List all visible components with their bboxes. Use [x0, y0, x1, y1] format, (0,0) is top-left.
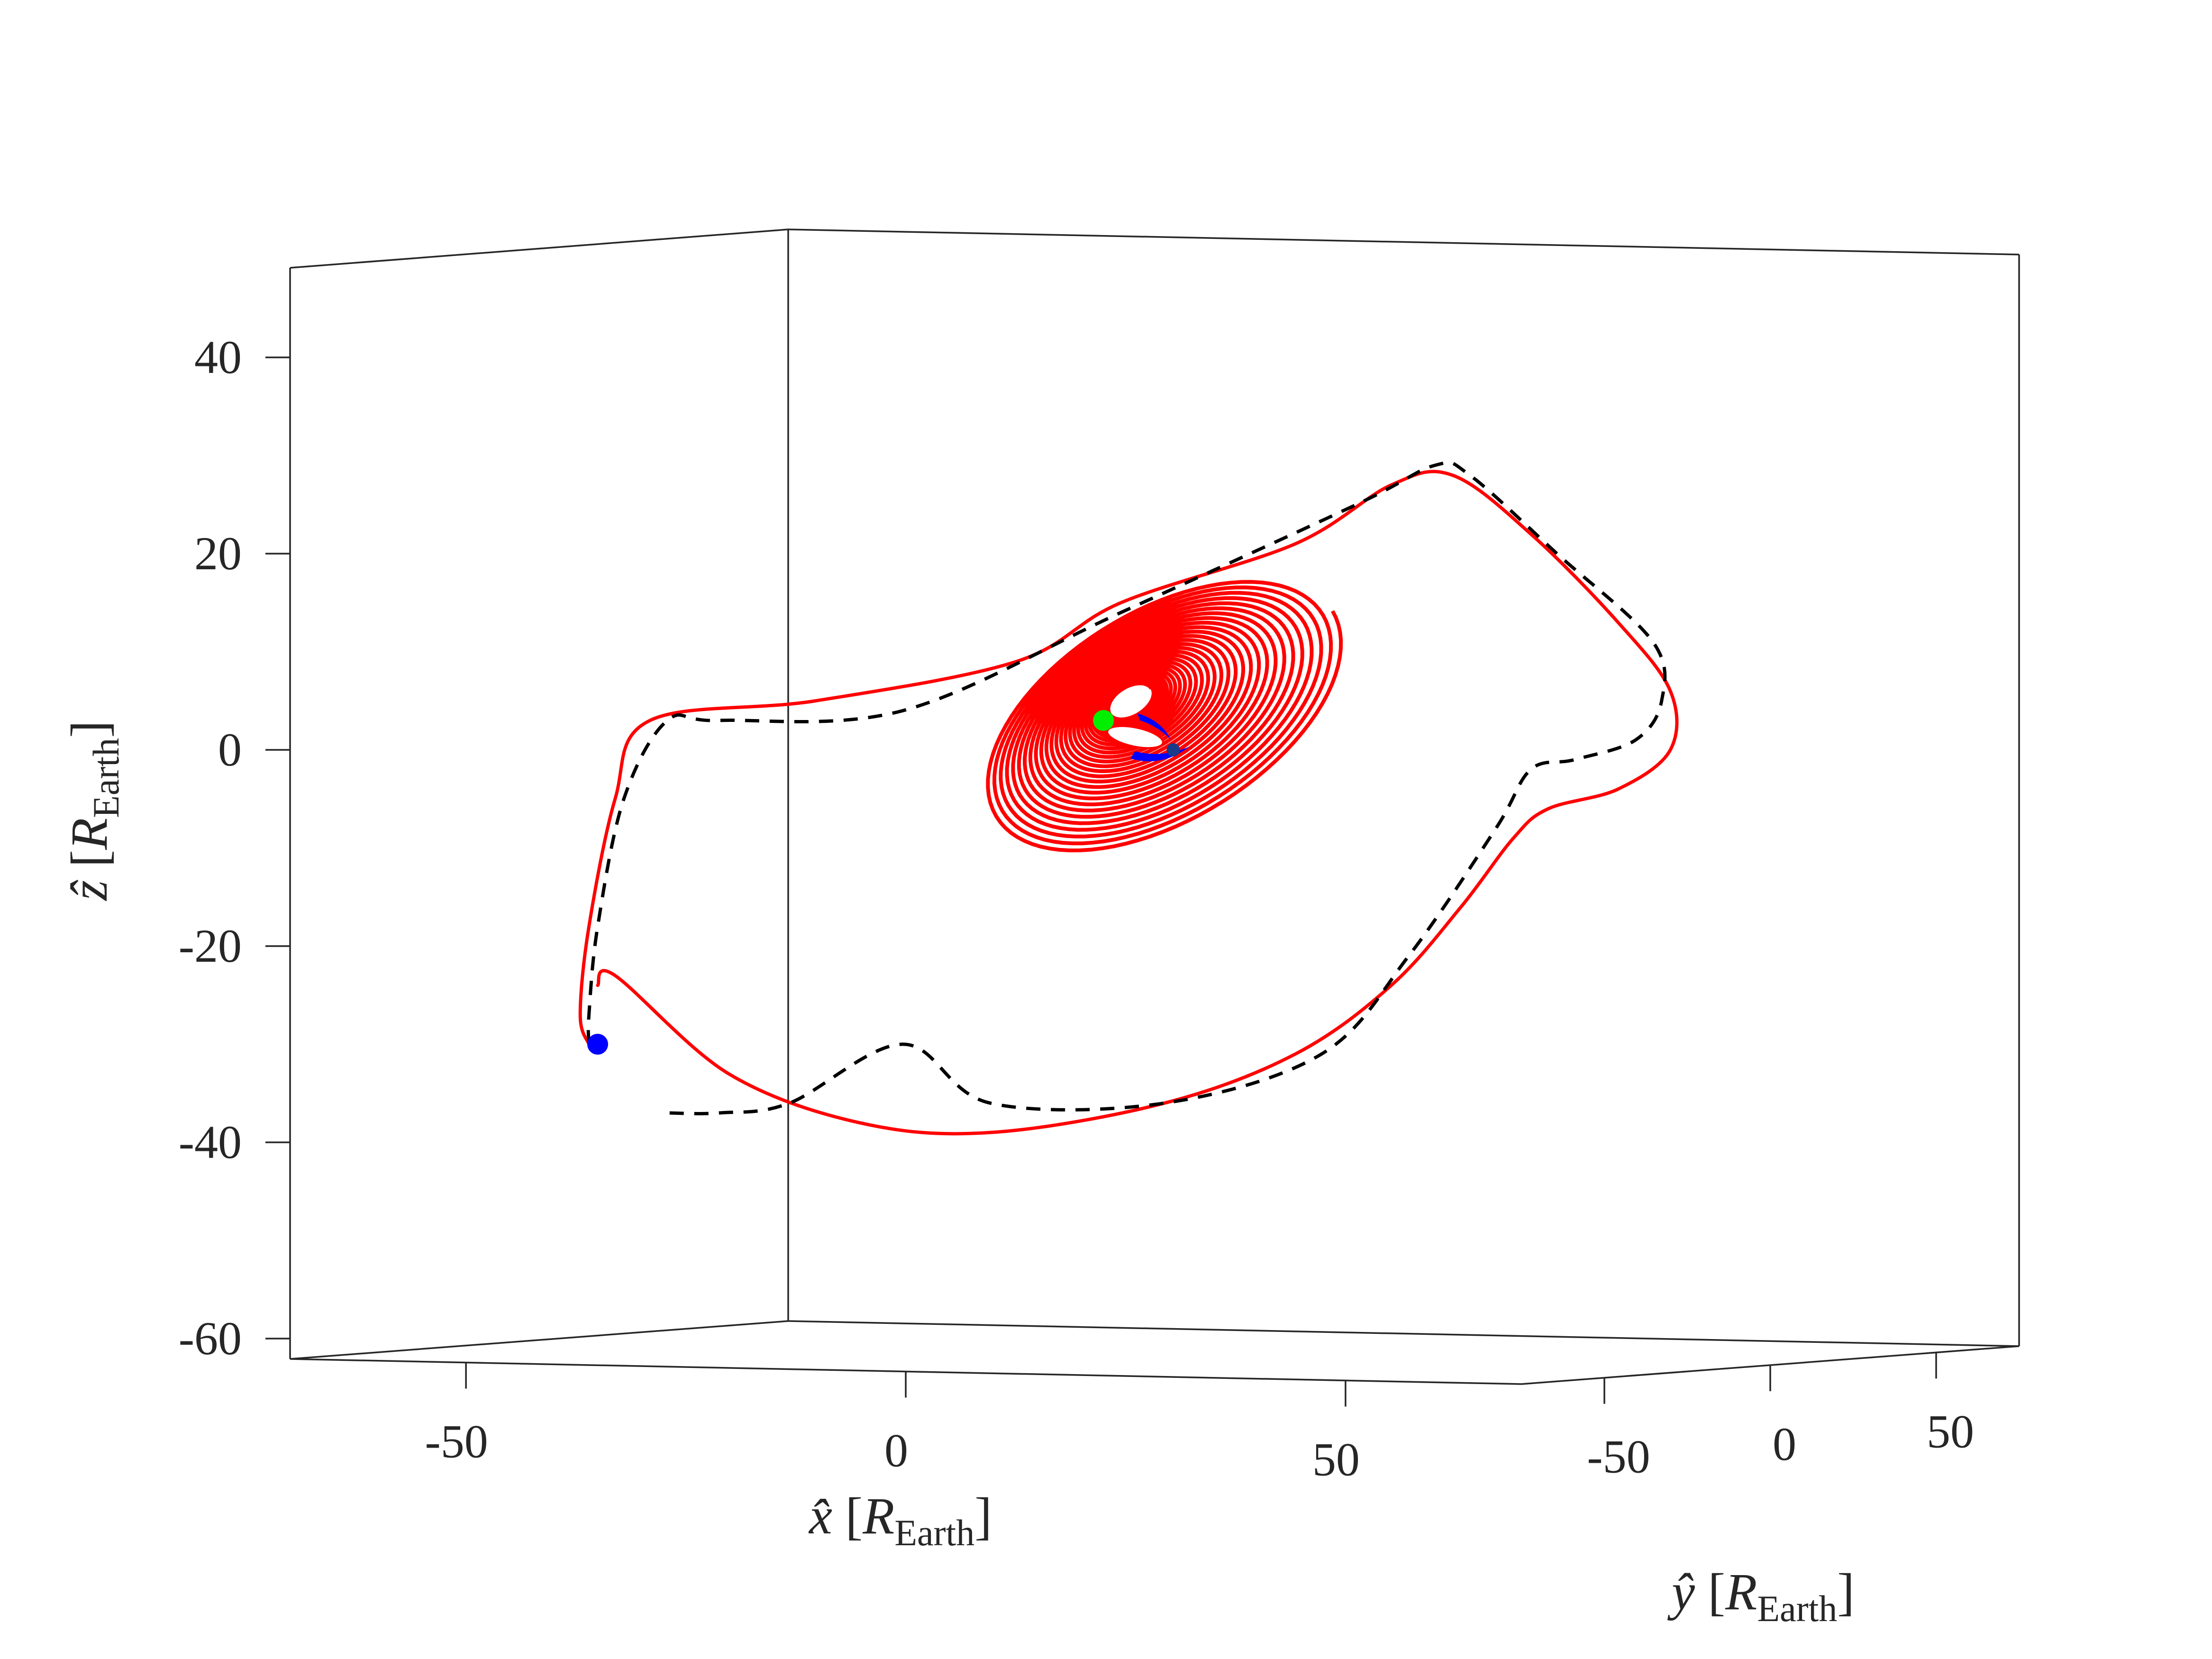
- z-axis-label: ẑ [REarth]: [60, 720, 127, 902]
- x-tick-label: 0: [884, 1424, 908, 1477]
- blue-arc-marker-top: [1138, 713, 1171, 739]
- x-tick-label: 50: [1312, 1433, 1360, 1486]
- series-solid-spiral: [986, 580, 1343, 853]
- x-axis-label: x̂ [REarth]: [808, 1487, 992, 1553]
- start-marker: [587, 1034, 608, 1055]
- center-white-ellipse: [1106, 725, 1164, 749]
- z-tick-label: -20: [179, 920, 242, 972]
- svg-text:ẑ [REarth]: ẑ [REarth]: [60, 720, 127, 902]
- green-marker: [1093, 710, 1114, 731]
- y-axis: -50 0 50: [1587, 1352, 1974, 1483]
- z-axis: 40 20 0 -20 -40 -60: [179, 331, 290, 1365]
- z-tick-label: 0: [218, 723, 242, 776]
- box-edge-bottom-back-left: [290, 1320, 789, 1360]
- x-axis-unit: R: [862, 1487, 894, 1545]
- z-tick-label: -40: [179, 1116, 242, 1168]
- series-solid-trajectory: [578, 470, 1679, 1136]
- y-tick-label: -50: [1587, 1431, 1650, 1483]
- center-detail: [1106, 713, 1190, 762]
- z-axis-symbol: ẑ: [60, 880, 118, 902]
- y-tick-label: 0: [1773, 1418, 1796, 1470]
- box-edge-top-right: [788, 228, 2020, 255]
- y-axis-symbol: ŷ: [1667, 1563, 1695, 1621]
- x-axis-unit-sub: Earth: [894, 1512, 974, 1553]
- blue-arc-marker: [1130, 747, 1190, 762]
- z-axis-unit: R: [60, 818, 118, 850]
- z-tick-label: 20: [194, 527, 242, 580]
- small-blue-marker: [1166, 743, 1180, 757]
- z-axis-unit-sub: Earth: [85, 738, 127, 818]
- svg-text:ŷ [REarth]: ŷ [REarth]: [1667, 1563, 1855, 1629]
- z-tick-label: -60: [179, 1312, 242, 1365]
- series-layer: [578, 461, 1679, 1136]
- series-dashed-trajectory: [586, 461, 1667, 1115]
- y-axis-label: ŷ [REarth]: [1667, 1563, 1855, 1629]
- y-tick-label: 50: [1927, 1405, 1974, 1458]
- x-axis: -50 0 50: [425, 1362, 1360, 1486]
- y-axis-unit-sub: Earth: [1757, 1588, 1837, 1629]
- box-edge-top-left: [290, 228, 789, 269]
- box-edge-bottom-back-right: [788, 1320, 2020, 1347]
- z-tick-label: 40: [194, 331, 242, 383]
- y-axis-unit: R: [1725, 1563, 1757, 1621]
- x-tick-label: -50: [425, 1415, 488, 1468]
- svg-text:x̂ [REarth]: x̂ [REarth]: [808, 1487, 992, 1553]
- x-axis-symbol: x̂: [808, 1487, 832, 1545]
